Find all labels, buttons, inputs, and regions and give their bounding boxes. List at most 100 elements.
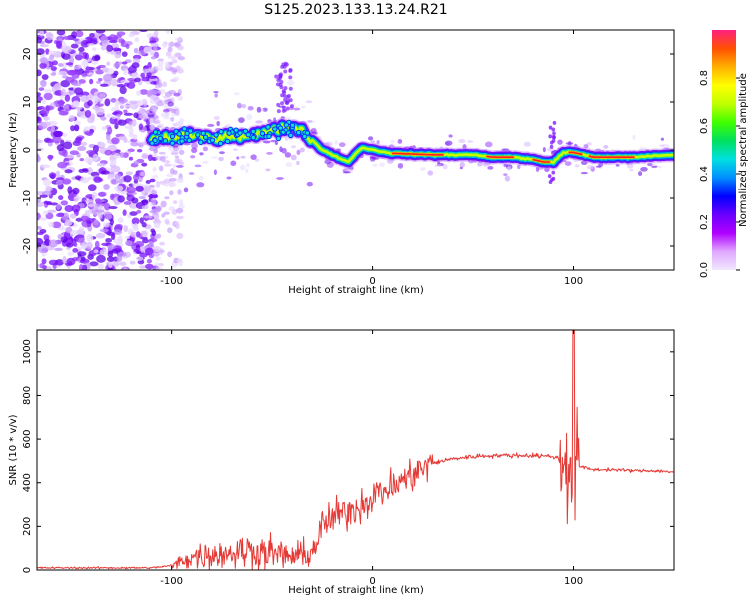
halo-blob bbox=[477, 161, 483, 167]
noise-blob bbox=[84, 199, 94, 203]
noise-blob bbox=[141, 162, 148, 167]
noise-blob bbox=[159, 155, 166, 162]
halo-blob bbox=[586, 165, 595, 170]
ridge-bead bbox=[250, 128, 256, 135]
spike-blob bbox=[283, 97, 288, 102]
y-tick-label: 20 bbox=[22, 48, 33, 61]
noise-blob bbox=[78, 264, 84, 270]
halo-blob bbox=[615, 163, 620, 167]
colorbar-tick-label: 0.4 bbox=[699, 166, 710, 182]
noise-blob bbox=[73, 124, 80, 132]
noise-blob bbox=[164, 218, 170, 225]
noise-blob bbox=[149, 178, 156, 183]
noise-blob bbox=[120, 79, 130, 84]
noise-blob bbox=[37, 231, 44, 236]
halo-blob bbox=[210, 156, 219, 159]
noise-blob bbox=[155, 256, 162, 261]
noise-blob bbox=[77, 251, 87, 257]
ridge-bead bbox=[169, 133, 176, 140]
noise-blob bbox=[138, 107, 145, 115]
halo-blob bbox=[647, 163, 653, 167]
noise-blob bbox=[40, 57, 49, 64]
noise-blob bbox=[174, 157, 180, 164]
noise-blob bbox=[71, 204, 81, 213]
noise-blob bbox=[48, 139, 55, 144]
ridge-bead bbox=[169, 140, 176, 146]
noise-blob bbox=[40, 79, 47, 88]
halo-blob bbox=[467, 140, 474, 143]
halo-blob bbox=[565, 142, 574, 145]
halo-blob bbox=[523, 141, 531, 147]
noise-blob bbox=[95, 198, 102, 203]
noise-blob bbox=[152, 97, 160, 103]
noise-blob bbox=[140, 246, 145, 253]
ridge-bead bbox=[195, 132, 201, 138]
noise-blob bbox=[74, 54, 83, 61]
colorbar: 0.0 0.2 0.4 0.6 0.8 Normalized spectral ampl… bbox=[699, 30, 749, 278]
noise-blob bbox=[58, 110, 69, 116]
noise-blob bbox=[172, 163, 177, 168]
ridge-bead bbox=[288, 132, 294, 139]
noise-blob bbox=[87, 43, 95, 47]
noise-blob bbox=[119, 86, 127, 95]
ridge-hot-segment bbox=[588, 155, 635, 158]
noise-blob bbox=[111, 137, 120, 145]
spectrogram-xlabel: Height of straight line (km) bbox=[288, 285, 424, 296]
noise-blob bbox=[150, 51, 155, 56]
noise-blob bbox=[48, 259, 59, 266]
noise-blob bbox=[75, 30, 84, 38]
spike-blob bbox=[284, 100, 289, 105]
noise-blob bbox=[72, 187, 80, 195]
noise-blob bbox=[136, 148, 143, 153]
noise-blob bbox=[90, 113, 95, 121]
noise-blob bbox=[175, 259, 183, 263]
noise-blob bbox=[37, 201, 45, 208]
noise-blob bbox=[91, 55, 101, 62]
noise-blob bbox=[39, 262, 45, 269]
noise-blob bbox=[41, 108, 50, 115]
spike-blob bbox=[547, 174, 552, 179]
noise-blob bbox=[56, 179, 63, 186]
noise-blob bbox=[107, 126, 113, 135]
noise-blob bbox=[75, 235, 85, 243]
colorbar-tick-label: 0.0 bbox=[699, 262, 710, 278]
noise-blob bbox=[84, 156, 94, 164]
halo-blob bbox=[213, 90, 219, 94]
noise-blob bbox=[90, 96, 97, 101]
halo-blob bbox=[293, 107, 301, 111]
halo-blob bbox=[296, 160, 300, 166]
halo-blob bbox=[367, 136, 374, 141]
noise-blob bbox=[129, 260, 136, 265]
noise-blob bbox=[149, 89, 159, 95]
ridge-bead bbox=[181, 126, 188, 132]
halo-blob bbox=[662, 143, 670, 149]
halo-blob bbox=[218, 156, 224, 162]
noise-blob bbox=[93, 219, 99, 226]
ridge-bead bbox=[289, 122, 296, 128]
noise-blob bbox=[84, 109, 92, 118]
x-tick-label: 100 bbox=[564, 576, 583, 587]
ridge-bead bbox=[245, 132, 251, 138]
noise-blob bbox=[48, 239, 59, 248]
halo-blob bbox=[459, 161, 466, 168]
noise-blob bbox=[142, 238, 150, 244]
spike-blob bbox=[277, 76, 282, 81]
noise-blob bbox=[103, 184, 110, 191]
noise-blob bbox=[146, 258, 152, 264]
noise-blob bbox=[39, 217, 48, 221]
noise-blob bbox=[63, 141, 73, 150]
noise-blob bbox=[70, 125, 76, 132]
ridge-bead bbox=[209, 137, 216, 143]
ridge-bead bbox=[283, 122, 290, 128]
noise-blob bbox=[152, 45, 158, 52]
halo-blob bbox=[651, 165, 658, 168]
noise-blob bbox=[54, 247, 63, 252]
noise-blob bbox=[45, 48, 50, 55]
noise-blob bbox=[113, 228, 123, 235]
noise-blob bbox=[92, 153, 99, 161]
noise-blob bbox=[159, 248, 164, 255]
noise-blob bbox=[57, 71, 68, 76]
halo-blob bbox=[213, 116, 220, 120]
noise-blob bbox=[75, 175, 82, 180]
noise-blob bbox=[58, 99, 65, 108]
